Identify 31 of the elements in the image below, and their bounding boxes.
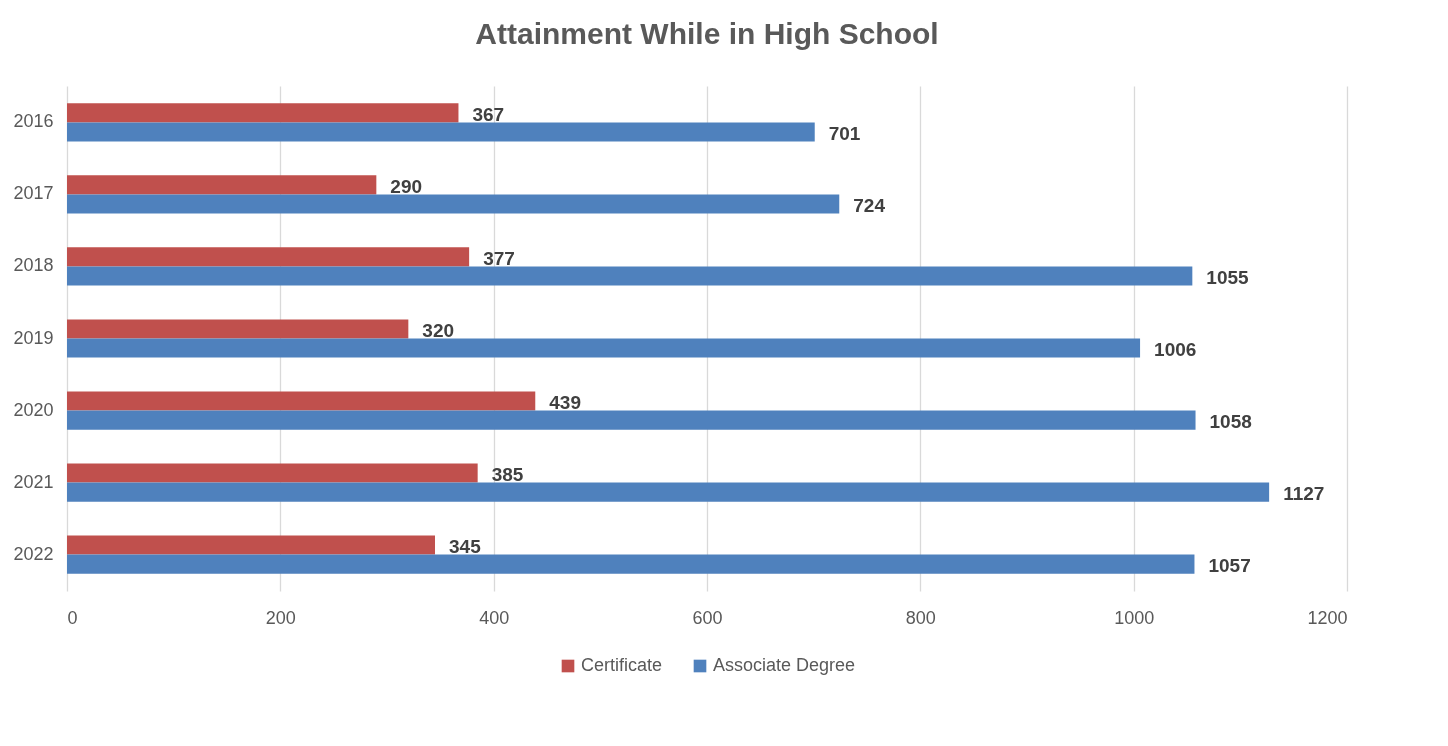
legend-label: Associate Degree: [713, 655, 856, 675]
y-tick-label: 2020: [13, 399, 54, 420]
data-label: 1006: [1154, 339, 1197, 361]
data-label: 290: [390, 175, 423, 197]
y-tick-label: 2018: [13, 255, 54, 276]
x-tick-label: 200: [265, 607, 296, 628]
data-label: 1127: [1283, 483, 1325, 505]
y-tick-label: 2022: [13, 543, 54, 564]
data-label: 701: [828, 122, 861, 144]
y-tick-label: 2016: [13, 111, 54, 132]
y-tick-label: 2017: [13, 183, 54, 204]
x-tick-label: 400: [479, 607, 510, 628]
chart-title: Attainment While in High School: [475, 17, 939, 50]
legend-label: Certificate: [581, 655, 663, 675]
data-label: 1055: [1206, 267, 1250, 289]
data-label: 1058: [1209, 411, 1252, 433]
y-tick-label: 2019: [13, 327, 54, 348]
data-label: 724: [853, 194, 886, 216]
x-tick-label: 1200: [1307, 607, 1348, 628]
data-label: 385: [491, 464, 524, 486]
data-label: 367: [472, 103, 505, 125]
data-label: 320: [422, 319, 455, 341]
data-label: 439: [549, 391, 581, 413]
data-label: 345: [449, 536, 482, 558]
x-tick-label: 600: [692, 607, 723, 628]
x-tick-label: 0: [67, 607, 78, 628]
data-label: 377: [483, 247, 515, 269]
x-tick-label: 800: [905, 607, 936, 628]
data-label: 1057: [1208, 555, 1251, 577]
x-tick-label: 1000: [1114, 607, 1155, 628]
y-tick-label: 2021: [13, 471, 54, 492]
